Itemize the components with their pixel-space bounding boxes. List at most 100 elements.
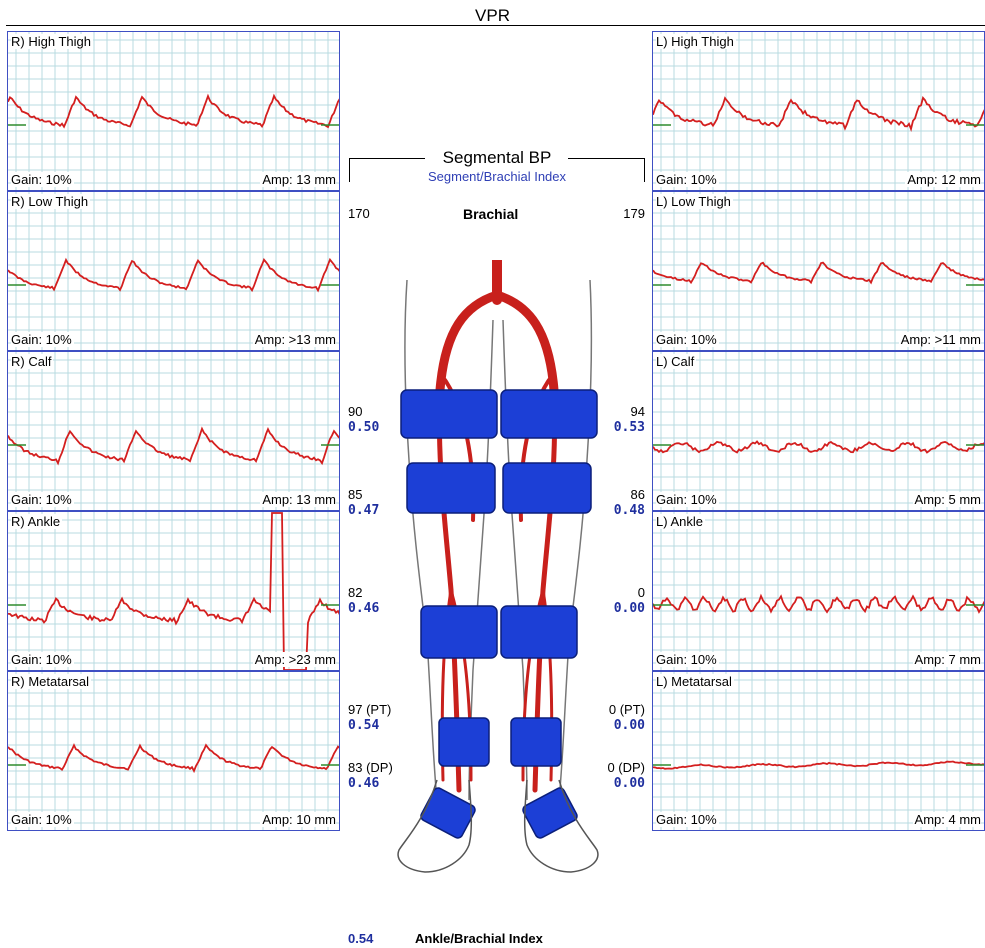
cuff-l-metatarsal xyxy=(522,787,578,839)
legs-illustration xyxy=(397,260,599,873)
page-title: VPR xyxy=(475,6,510,25)
l-pt-readout: 0 (PT) 0.00 xyxy=(609,702,645,734)
amp-label: Amp: 12 mm xyxy=(905,172,981,187)
r-low-thigh-readout: 85 0.47 xyxy=(348,487,379,519)
panel-r-calf: R) Calf Gain: 10% Amp: 13 mm xyxy=(7,351,340,511)
index: 0.00 xyxy=(613,718,645,733)
cuff-l-ankle xyxy=(510,717,562,767)
segmental-bp-title: Segmental BP xyxy=(442,148,552,167)
waveform-line xyxy=(8,512,339,670)
panel-r-metatarsal: R) Metatarsal Gain: 10% Amp: 10 mm xyxy=(7,671,340,831)
bracket-left xyxy=(349,158,425,159)
panel-l-metatarsal: L) Metatarsal Gain: 10% Amp: 4 mm xyxy=(652,671,985,831)
amp-label: Amp: 10 mm xyxy=(260,812,336,827)
panel-label: R) Low Thigh xyxy=(11,194,91,209)
panel-label: R) Metatarsal xyxy=(11,674,92,689)
panel-label: L) Metatarsal xyxy=(656,674,734,689)
index: 0.46 xyxy=(348,601,380,616)
amp-label: Amp: >13 mm xyxy=(252,332,336,347)
waveform-trace xyxy=(8,743,339,774)
amp-label: Amp: 13 mm xyxy=(260,492,336,507)
cuff-r-ankle xyxy=(438,717,490,767)
gain-label: Gain: 10% xyxy=(11,812,74,827)
pressure: 82 xyxy=(348,585,363,600)
amp-label: Amp: 5 mm xyxy=(912,492,981,507)
gain-label: Gain: 10% xyxy=(656,332,719,347)
waveform-trace xyxy=(8,257,339,293)
panel-l-low-thigh: L) Low Thigh Gain: 10% Amp: >11 mm xyxy=(652,191,985,351)
pressure: 90 xyxy=(348,404,363,419)
cuff-r-high-thigh xyxy=(400,389,498,439)
panel-l-calf: L) Calf Gain: 10% Amp: 5 mm xyxy=(652,351,985,511)
pressure: 0 (PT) xyxy=(608,702,645,717)
waveform-trace xyxy=(653,760,984,770)
grid xyxy=(653,672,984,830)
grid xyxy=(653,512,984,670)
brachial-left-pressure: 179 xyxy=(623,206,645,221)
waveform-line xyxy=(8,93,339,129)
panel-label: L) Calf xyxy=(656,354,697,369)
waveform-trace xyxy=(8,426,339,466)
waveform-trace xyxy=(653,440,984,454)
panel-label: R) Ankle xyxy=(11,514,63,529)
l-dp-readout: 0 (DP) 0.00 xyxy=(607,760,645,792)
gain-label: Gain: 10% xyxy=(11,332,74,347)
grid xyxy=(653,192,984,350)
waveform-trace xyxy=(653,593,984,614)
index: 0.50 xyxy=(348,420,380,435)
gain-label: Gain: 10% xyxy=(11,492,74,507)
panel-label: L) High Thigh xyxy=(656,34,736,49)
amp-label: Amp: >11 mm xyxy=(898,332,981,347)
amp-label: Amp: 13 mm xyxy=(260,172,336,187)
waveform-line xyxy=(653,440,984,454)
ankle-brachial-index-value: 0.54 xyxy=(348,931,374,946)
index: 0.48 xyxy=(613,503,645,518)
r-high-thigh-readout: 90 0.50 xyxy=(348,404,379,436)
l-high-thigh-readout: 94 0.53 xyxy=(614,404,645,436)
waveform-line xyxy=(653,593,984,614)
waveform-line xyxy=(653,95,984,132)
pressure: 85 xyxy=(348,487,363,502)
cuff-l-low-thigh xyxy=(502,462,592,514)
segmental-bp-header: Segmental BP Segment/Brachial Index xyxy=(349,148,645,184)
gain-label: Gain: 10% xyxy=(656,492,719,507)
index: 0.46 xyxy=(348,776,380,791)
arteries xyxy=(435,260,559,793)
waveform-line xyxy=(8,426,339,466)
index: 0.53 xyxy=(613,420,645,435)
ankle-brachial-index-label: Ankle/Brachial Index xyxy=(415,931,543,946)
bracket-right-tick xyxy=(644,158,645,182)
waveform-line xyxy=(8,257,339,293)
brachial-label: Brachial xyxy=(463,206,519,222)
grid xyxy=(653,352,984,510)
grid xyxy=(8,352,339,510)
grid xyxy=(8,512,339,670)
brachial-right-pressure: 170 xyxy=(348,206,370,221)
panel-r-ankle: R) Ankle Gain: 10% Amp: >23 mm xyxy=(7,511,340,671)
grid xyxy=(8,192,339,350)
gain-label: Gain: 10% xyxy=(656,172,719,187)
panel-l-high-thigh: L) High Thigh Gain: 10% Amp: 12 mm xyxy=(652,31,985,191)
pressure: 97 (PT) xyxy=(348,702,392,717)
grid xyxy=(8,32,339,190)
gain-label: Gain: 10% xyxy=(656,812,719,827)
feet xyxy=(397,779,599,873)
index: 0.00 xyxy=(613,776,645,791)
amp-label: Amp: 7 mm xyxy=(912,652,981,667)
pressure: 83 (DP) xyxy=(348,760,393,775)
gain-label: Gain: 10% xyxy=(656,652,719,667)
gain-label: Gain: 10% xyxy=(11,172,74,187)
r-calf-readout: 82 0.46 xyxy=(348,585,379,617)
panel-label: R) High Thigh xyxy=(11,34,93,49)
amp-label: Amp: >23 mm xyxy=(252,652,336,667)
r-dp-readout: 83 (DP) 0.46 xyxy=(348,760,393,792)
bracket-left-tick xyxy=(349,158,350,182)
amp-label: Amp: 4 mm xyxy=(912,812,981,827)
grid xyxy=(653,32,984,190)
title-rule xyxy=(6,25,985,26)
waveform-line xyxy=(653,760,984,770)
index: 0.00 xyxy=(613,601,645,616)
pressure: 86 xyxy=(630,487,645,502)
waveform-trace xyxy=(8,93,339,129)
waveform-trace xyxy=(8,512,339,670)
